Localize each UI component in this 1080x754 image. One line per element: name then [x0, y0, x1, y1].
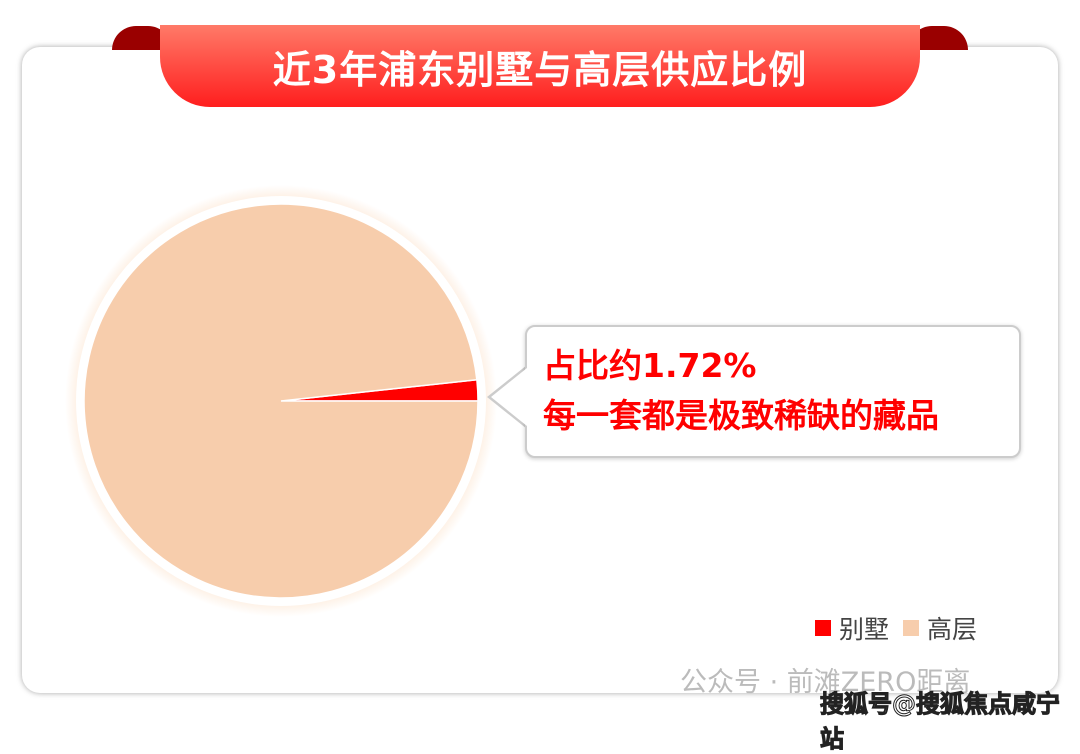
legend-swatch-highrise [903, 620, 920, 636]
pie-slice-highrise [83, 203, 479, 599]
watermark-sohu: 搜狐号@搜狐焦点咸宁站 [820, 690, 1061, 754]
chart-title: 近3年浦东别墅与高层供应比例 [272, 47, 808, 92]
watermark-wechat: 公众号 · 前滩ZERO距离 [680, 667, 971, 698]
annotation-value: 1.72% [642, 346, 757, 385]
pie-chart [65, 185, 497, 617]
annotation-prefix: 占比约 [543, 346, 642, 385]
legend-label-highrise: 高层 [927, 615, 978, 644]
callout-arrow-fill [491, 368, 527, 426]
annotation-callout: 占比约1.72% 每一套都是极致稀缺的藏品 [525, 325, 1021, 458]
title-ribbon: 近3年浦东别墅与高层供应比例 [160, 25, 920, 107]
legend-label-villa: 别墅 [839, 615, 890, 644]
annotation-line2: 每一套都是极致稀缺的藏品 [543, 396, 939, 435]
legend: 别墅 高层 [815, 610, 977, 646]
legend-swatch-villa [815, 620, 831, 636]
